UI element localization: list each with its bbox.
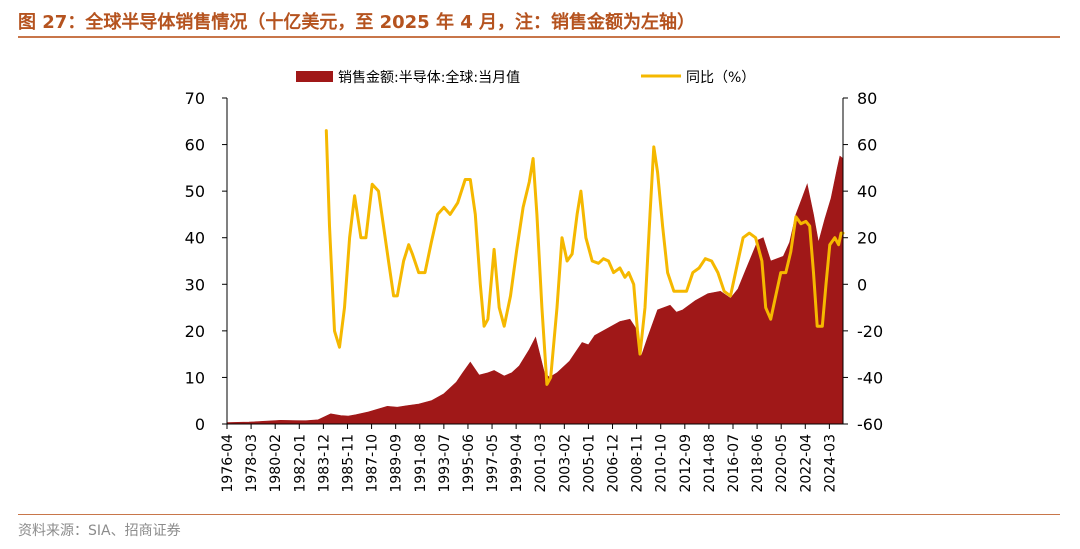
left-tick-label: 10 [185,368,205,387]
right-tick-label: -40 [857,368,883,387]
x-tick-label: 1983-12 [316,434,332,493]
footer-rule [18,514,1060,515]
x-tick-label: 2012-09 [678,434,694,493]
right-tick-label: 80 [857,89,877,108]
yoy-line [324,129,845,386]
x-tick-label: 1989-09 [389,434,405,493]
x-tick-label: 2022-04 [798,434,814,493]
left-tick-label: 40 [185,229,205,248]
x-tick-label: 2010-10 [654,434,670,493]
x-tick-label: 1999-04 [509,434,525,493]
x-tick-label: 1980-02 [268,434,284,493]
x-tick-label: 2001-03 [533,434,549,493]
right-tick-label: 0 [857,275,867,294]
x-tick-label: 2020-05 [774,434,790,493]
x-tick-label: 2014-08 [702,434,718,493]
x-tick-label: 1987-10 [365,434,381,493]
x-tick-label: 1982-01 [292,434,308,493]
title-underline [18,36,1060,38]
x-tick-label: 2006-12 [606,434,622,493]
left-tick-label: 70 [185,89,205,108]
left-tick-label: 0 [195,415,205,434]
right-tick-label: 40 [857,182,877,201]
sales-area [226,155,844,425]
x-tick-label: 2005-01 [581,434,597,493]
x-tick-label: 2008-11 [630,434,646,493]
left-tick-label: 60 [185,136,205,155]
x-tick-label: 2016-07 [726,434,742,493]
x-tick-label: 1985-11 [340,434,356,493]
x-tick-label: 1993-07 [437,434,453,493]
x-tick-label: 1978-03 [244,434,260,493]
x-tick-label: 1997-05 [485,434,501,493]
legend: 销售金额:半导体:全球:当月值 同比（%） [296,69,755,86]
x-tick-label: 2003-02 [557,434,573,493]
x-tick-label: 1995-06 [461,434,477,493]
legend-sales-swatch [296,71,333,82]
right-tick-label: 60 [857,136,877,155]
x-tick-label: 2018-06 [750,434,766,493]
x-tick-label: 1976-04 [220,434,236,493]
left-tick-label: 30 [185,275,205,294]
sales-area-layer [226,155,844,425]
right-tick-label: -20 [857,322,883,341]
right-tick-label: -60 [857,415,883,434]
x-tick-label: 2024-03 [822,434,838,493]
left-tick-label: 20 [185,322,205,341]
legend-sales-label: 销售金额:半导体:全球:当月值 [338,69,520,86]
axes-layer: 0 10 20 30 40 50 60 70 -60 -40 -20 0 20 40 60 80 1976-04… [185,89,884,493]
chart-title: 图 27：全球半导体销售情况（十亿美元，至 2025 年 4 月，注：销售金额为… [18,12,696,33]
left-tick-label: 50 [185,182,205,201]
x-tick-label: 1991-08 [413,434,429,493]
source-note: 资料来源：SIA、招商证券 [18,523,181,539]
right-tick-label: 20 [857,229,877,248]
legend-yoy-label: 同比（%） [686,70,755,86]
yoy-line-layer [324,129,845,386]
